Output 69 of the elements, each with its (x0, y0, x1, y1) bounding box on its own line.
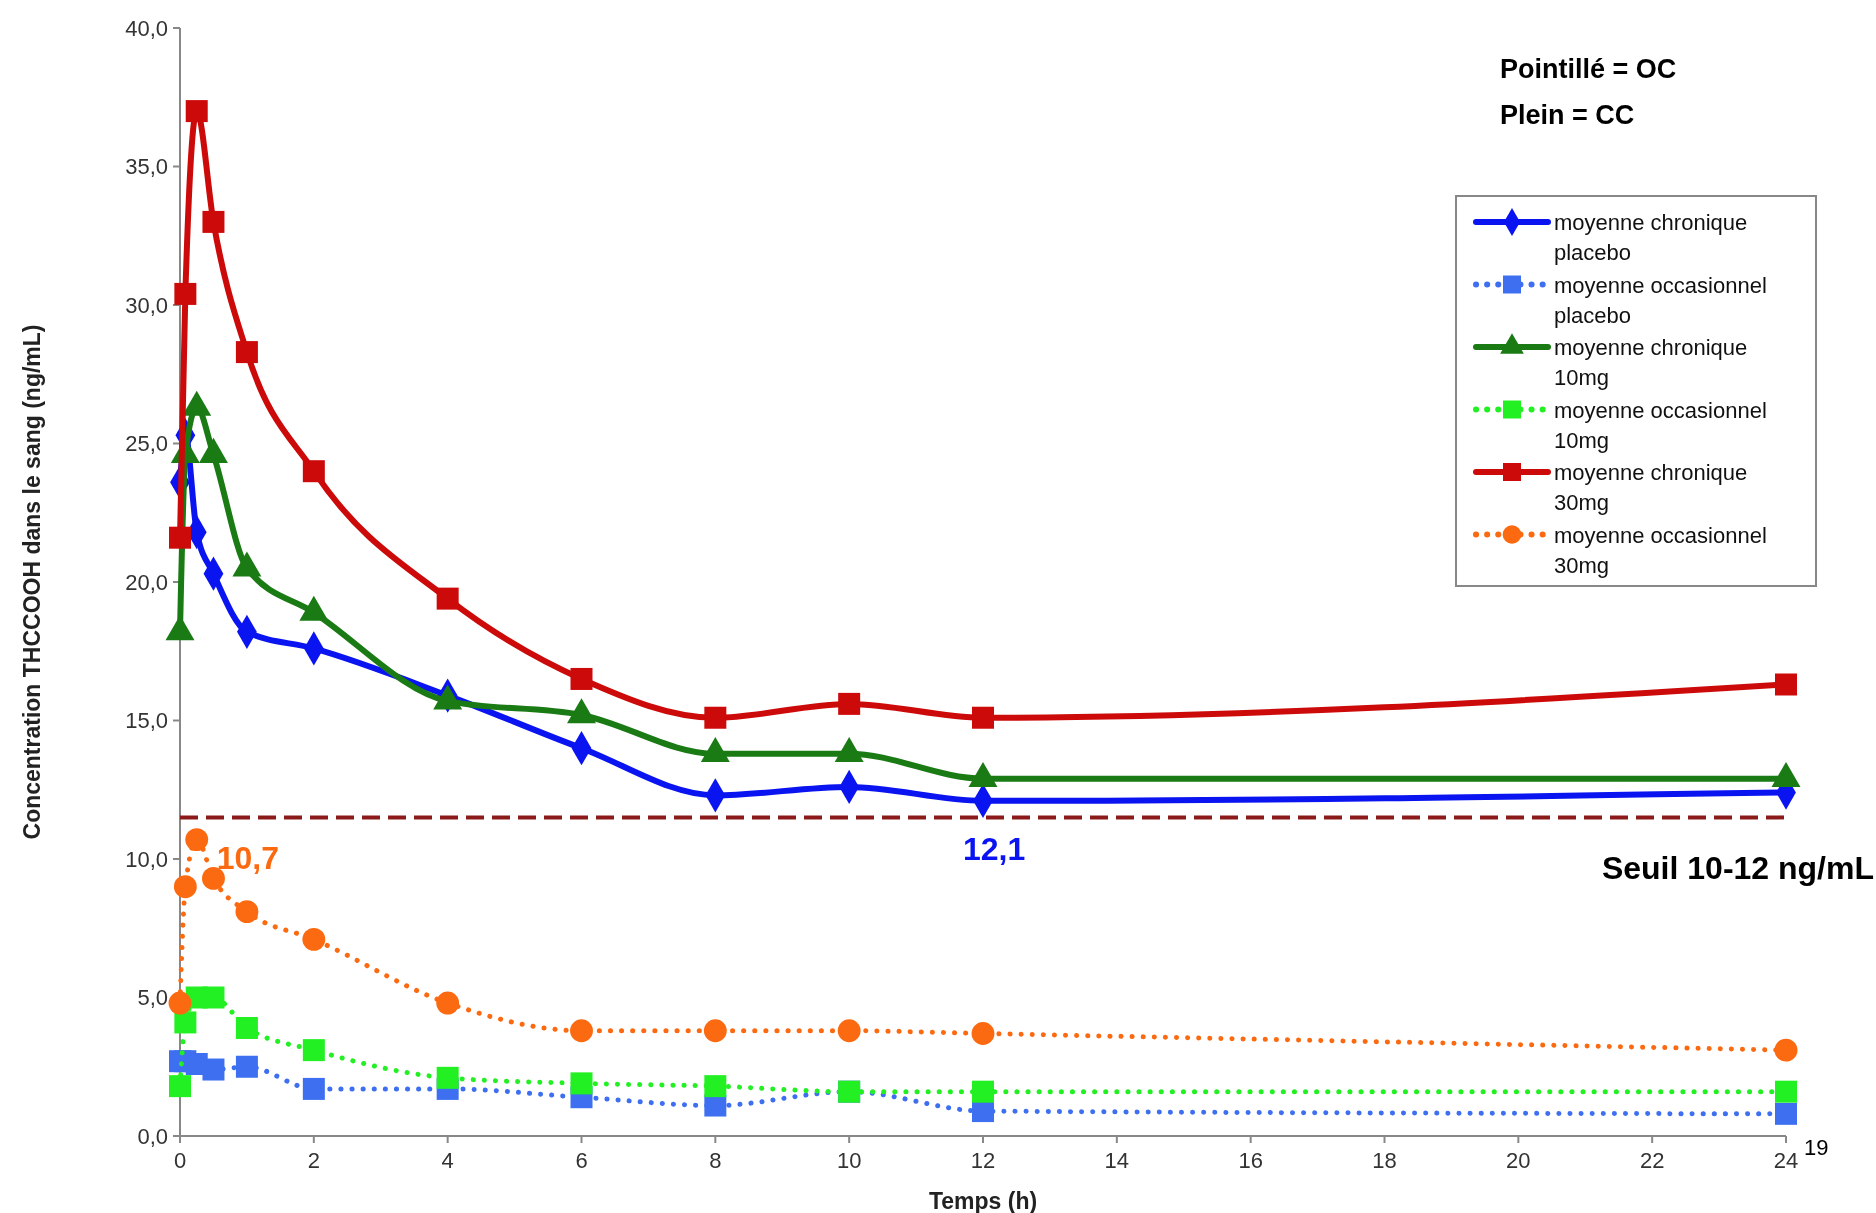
x-tick-label: 2 (307, 1148, 320, 1173)
point (704, 1075, 727, 1098)
point (202, 210, 225, 233)
point (202, 1058, 225, 1081)
annotation: Pointillé = OC (1500, 54, 1677, 84)
x-tick-label: 22 (1639, 1148, 1665, 1173)
point (202, 986, 225, 1009)
text: 19 (1804, 1135, 1829, 1160)
point (570, 667, 593, 690)
annotation: Plein = CC (1500, 100, 1635, 130)
y-tick-label: 25,0 (125, 431, 168, 457)
x-tick-label: 8 (709, 1148, 722, 1173)
x-tick-label: 18 (1372, 1148, 1397, 1173)
y-tick-label: 40,0 (125, 15, 168, 41)
x-axis-title: Temps (h) (928, 1188, 1038, 1213)
y-axis-title: Concentration THCCOOH dans le sang (ng/mL) (19, 324, 45, 840)
x-tick-label: 24 (1773, 1148, 1799, 1173)
point (235, 341, 258, 364)
y-tick-label: 5,0 (137, 985, 168, 1011)
point (235, 1055, 258, 1078)
point (1774, 1038, 1798, 1062)
x-tick-label: 12 (970, 1148, 996, 1173)
point (185, 100, 208, 123)
point (972, 706, 994, 729)
x-tick-label: 16 (1238, 1148, 1263, 1173)
x-tick-label: 4 (441, 1148, 454, 1173)
point (1775, 673, 1797, 696)
annotation: 10,7 (216, 839, 280, 876)
point (1775, 1102, 1797, 1125)
y-tick-label: 30,0 (125, 292, 168, 318)
y-tick-label: 20,0 (125, 569, 168, 595)
y-tick-label: 35,0 (125, 154, 168, 180)
y-tick-label: 0,0 (137, 1123, 168, 1149)
point (703, 1019, 727, 1043)
x-tick-label: 20 (1506, 1148, 1531, 1173)
point (174, 282, 197, 305)
point (1775, 1080, 1797, 1103)
point (173, 875, 197, 899)
x-tick-label: 0 (173, 1148, 187, 1173)
point (570, 1072, 593, 1095)
x-tick-label: 10 (836, 1148, 862, 1173)
point (972, 1080, 994, 1103)
point (169, 1075, 191, 1098)
ref-line-label: Seuil 10-12 ng/mL (1601, 850, 1874, 887)
point (704, 706, 727, 729)
point (235, 900, 259, 924)
point (302, 460, 325, 483)
point (174, 1011, 197, 1034)
point (185, 828, 209, 852)
point (168, 991, 192, 1015)
annotation: 12,1 (963, 831, 1026, 868)
point (436, 587, 459, 610)
point (436, 991, 460, 1015)
point (169, 526, 191, 549)
point (837, 1019, 861, 1043)
point (302, 1077, 325, 1100)
legend-label: moyenne occasionnel 30mg (1554, 522, 1767, 578)
point (570, 1019, 593, 1043)
y-tick-label: 15,0 (125, 708, 168, 734)
point (302, 1039, 325, 1062)
x-tick-label: 14 (1104, 1148, 1130, 1173)
point (302, 927, 326, 951)
x-tick-label: 6 (575, 1148, 588, 1173)
point (971, 1022, 995, 1045)
point (436, 1066, 459, 1089)
point (704, 1094, 727, 1117)
point (838, 692, 861, 715)
point (235, 1016, 258, 1039)
y-tick-label: 10,0 (125, 846, 168, 872)
